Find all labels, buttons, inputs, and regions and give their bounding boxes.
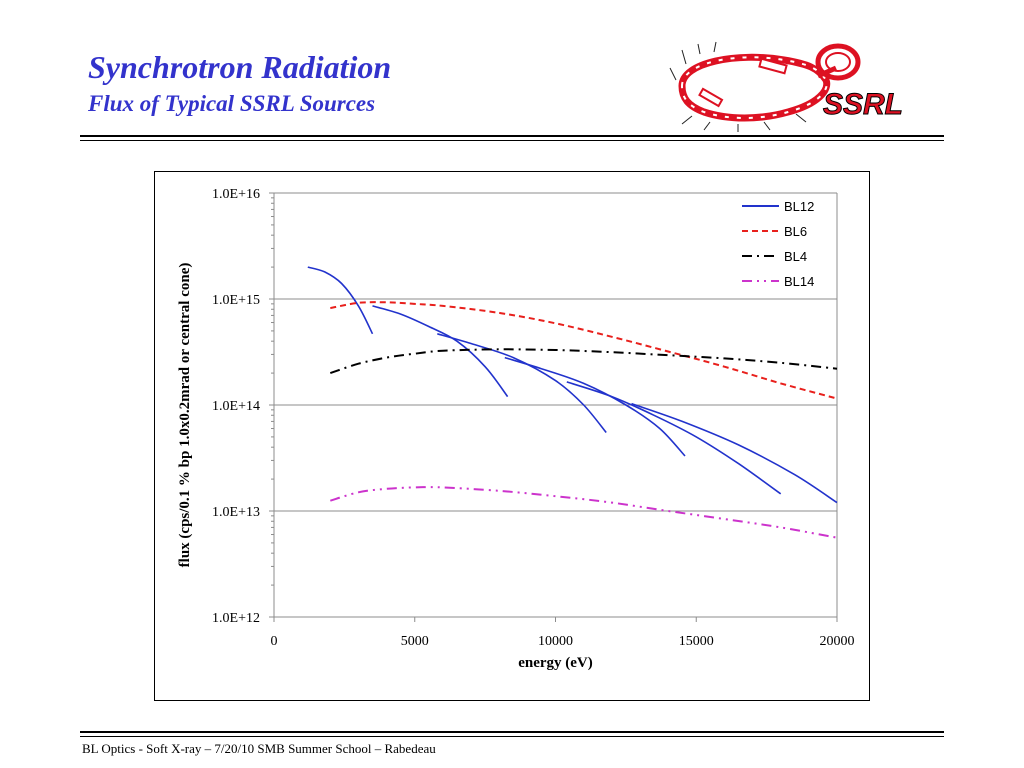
series-bl14-line-1 (330, 486, 838, 539)
ssrl-logo: SSRL (669, 41, 904, 132)
y-axis-title: flux (cps/0.1 % bp 1.0x0.2mrad or centra… (177, 263, 193, 568)
storage-ring-icon (669, 41, 861, 132)
series-bl12-line-3 (437, 333, 607, 434)
x-tick-label: 15000 (679, 634, 714, 649)
series-bl12-line-4 (504, 356, 686, 457)
legend-label-bl14: BL14 (784, 274, 814, 289)
x-tick-label: 20000 (820, 634, 855, 649)
header-rule-top (80, 135, 944, 137)
chart-frame (154, 171, 870, 701)
series-bl12-line-2 (372, 305, 509, 398)
x-tick-label: 0 (271, 634, 278, 649)
ssrl-logo-text: SSRL (823, 88, 903, 121)
legend: BL12 BL6 BL4 BL14 (742, 199, 814, 289)
footer-text: BL Optics - Soft X-ray – 7/20/10 SMB Sum… (82, 741, 436, 756)
flux-chart: 1.0E+12 1.0E+13 1.0E+14 1.0E+15 1.0E+16 0 5000… (177, 187, 855, 671)
grid-lines (274, 192, 837, 618)
footer-rule-top (80, 731, 944, 733)
series-bl6-line-1 (330, 301, 838, 400)
legend-label-bl6: BL6 (784, 224, 807, 239)
x-tick-label: 5000 (401, 634, 429, 649)
y-tick-label: 1.0E+14 (212, 399, 260, 414)
series-bl12-line-6 (631, 402, 838, 504)
legend-label-bl12: BL12 (784, 199, 814, 214)
series-bl4-line-1 (329, 348, 838, 375)
y-tick-label: 1.0E+15 (212, 293, 260, 308)
y-tick-label: 1.0E+12 (212, 611, 260, 626)
series-bl12-line-1 (307, 266, 374, 335)
series-lines (307, 266, 838, 539)
y-tick-label: 1.0E+13 (212, 505, 260, 520)
axes: 1.0E+12 1.0E+13 1.0E+14 1.0E+15 1.0E+16 0 5000… (212, 187, 854, 649)
header-rule-bottom (80, 140, 944, 141)
footer-rule-bottom (80, 736, 944, 737)
slide-subtitle: Flux of Typical SSRL Sources (88, 91, 376, 116)
y-tick-label: 1.0E+16 (212, 187, 260, 202)
legend-label-bl4: BL4 (784, 249, 807, 264)
x-tick-label: 10000 (538, 634, 573, 649)
series-bl12-line-5 (566, 381, 782, 495)
x-axis-title: energy (eV) (518, 655, 593, 671)
slide-title: Synchrotron Radiation (88, 49, 392, 85)
